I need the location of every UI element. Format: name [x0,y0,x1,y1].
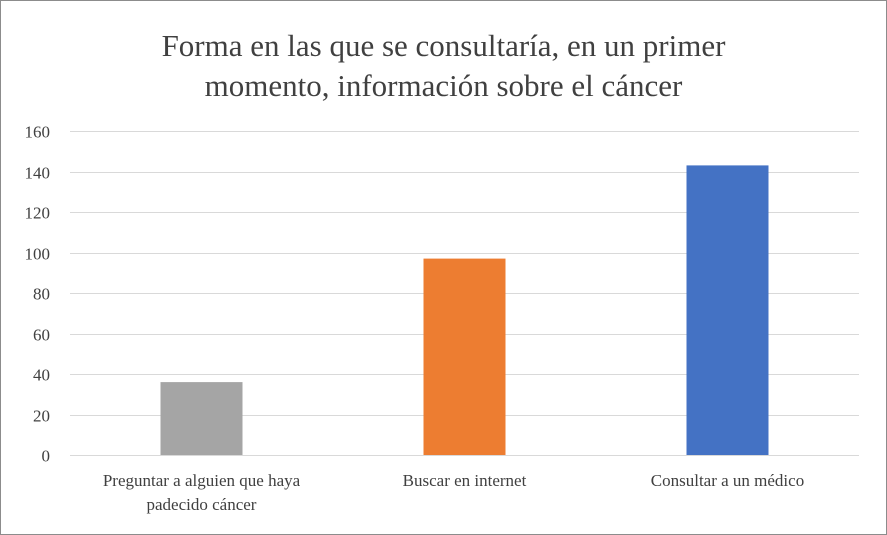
y-tick-label: 120 [25,204,51,223]
y-tick-label: 80 [33,285,50,304]
chart-title: Forma en las que se consultaría, en un p… [0,26,887,106]
bar-2 [423,258,506,455]
chart-title-line-1: Forma en las que se consultaría, en un p… [161,28,726,63]
bar-1 [160,382,243,455]
y-axis-tick-labels: 0 20 40 60 80 100 120 140 160 [25,123,51,466]
x-category-label: Preguntar a alguien que haya [103,471,301,490]
y-tick-label: 160 [25,123,51,142]
y-tick-label: 60 [33,326,50,345]
x-category-label: Consultar a un médico [651,471,804,490]
x-category-label: Buscar en internet [403,471,527,490]
y-tick-label: 0 [42,447,51,466]
x-category-label: padecido cáncer [147,495,257,514]
y-tick-label: 40 [33,366,50,385]
x-axis-category-labels: Preguntar a alguien que haya padecido cán… [103,471,804,514]
y-tick-label: 140 [25,164,51,183]
y-tick-label: 100 [25,245,51,264]
chart-title-line-2: momento, información sobre el cáncer [204,68,683,103]
y-tick-label: 20 [33,407,50,426]
bars [160,165,769,455]
bar-3 [686,165,769,455]
